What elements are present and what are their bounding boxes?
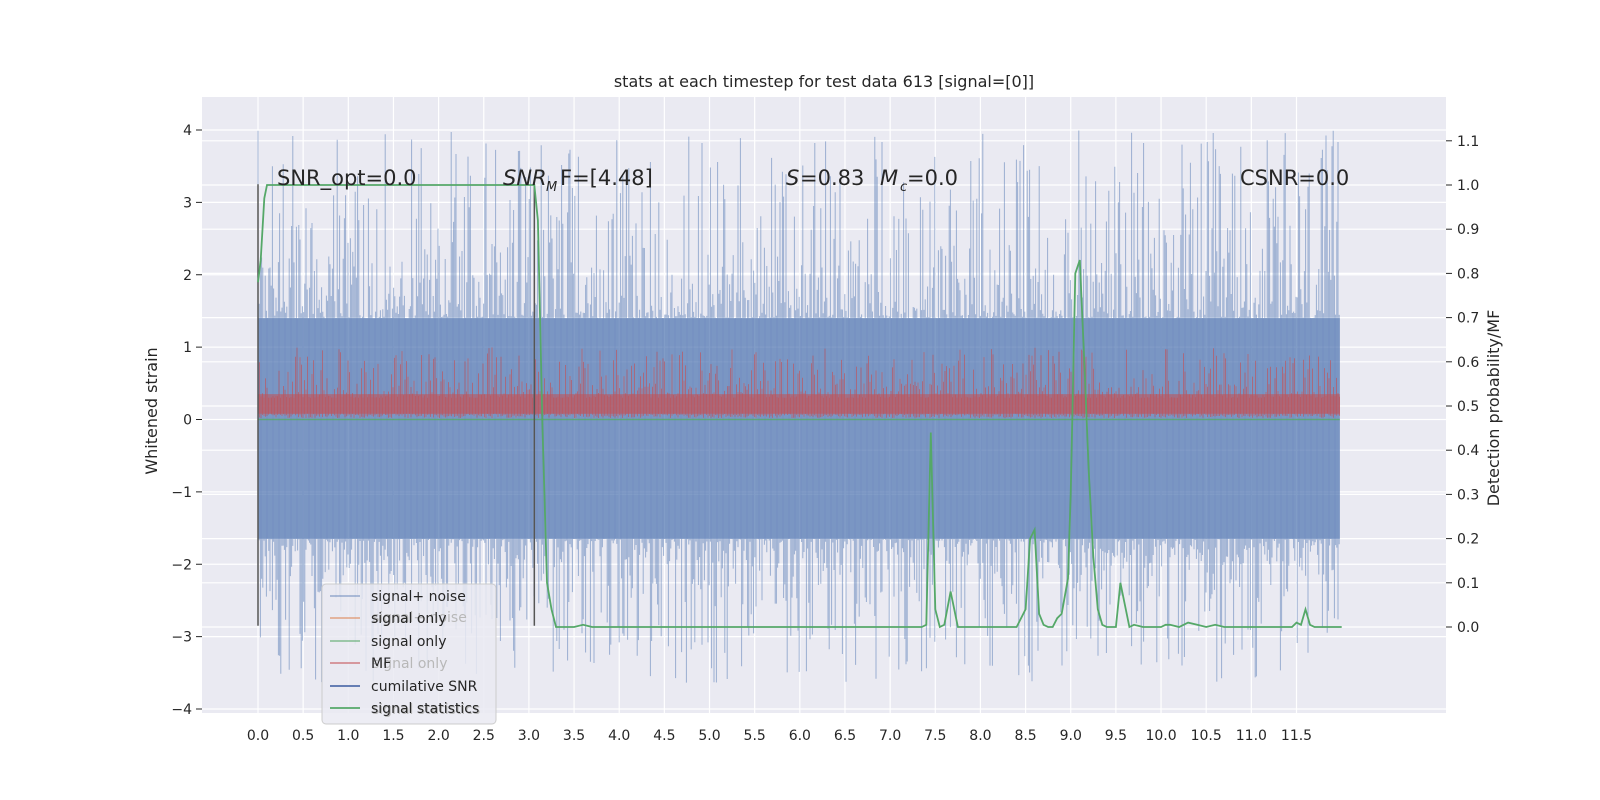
legend-label-noise: signal+ noise bbox=[371, 589, 466, 605]
legend-ghost-1: signal+ noise bbox=[372, 610, 467, 626]
x-tick-label: 2.5 bbox=[473, 728, 495, 744]
x-tick-label: 7.5 bbox=[924, 728, 946, 744]
signal-statistics-line bbox=[257, 184, 1342, 629]
right-y-tick-label: 0.6 bbox=[1457, 355, 1479, 371]
left-y-tick-label: 3 bbox=[183, 195, 192, 211]
x-tick-label: 8.5 bbox=[1014, 728, 1036, 744]
x-tick-label: 0.5 bbox=[292, 728, 314, 744]
left-y-axis-label: Whitened strain bbox=[142, 347, 161, 474]
right-y-tick-label: 0.4 bbox=[1457, 443, 1479, 459]
x-tick-label: 3.0 bbox=[518, 728, 540, 744]
x-tick-label: 10.0 bbox=[1145, 728, 1176, 744]
legend-box bbox=[321, 583, 497, 725]
left-y-tick-label: 0 bbox=[183, 413, 192, 429]
x-tick-label: 4.0 bbox=[608, 728, 630, 744]
left-y-tick-label: −2 bbox=[171, 557, 192, 573]
x-tick-label: 5.5 bbox=[744, 728, 766, 744]
left-y-axis-ticks: 4 3 2 1 0 −1 −2 −3 −4 bbox=[171, 123, 202, 718]
right-y-axis-label: Detection probability/MF bbox=[1484, 310, 1503, 507]
legend-ghost-3: signal statistics bbox=[372, 702, 480, 718]
x-tick-label: 4.5 bbox=[653, 728, 675, 744]
x-tick-label: 10.5 bbox=[1191, 728, 1222, 744]
x-tick-label: 3.5 bbox=[563, 728, 585, 744]
legend-label-csnr: cumilative SNR bbox=[371, 679, 478, 695]
left-y-tick-label: 1 bbox=[183, 340, 192, 356]
annotation-snr-mf-subscript: M bbox=[546, 180, 557, 195]
right-y-axis-ticks: 1.1 1.0 0.9 0.8 0.7 0.6 0.5 0.4 0.3 0.2 0.1 0.0 bbox=[1446, 134, 1479, 636]
chart-title: stats at each timestep for test data 613… bbox=[614, 72, 1034, 91]
x-tick-label: 1.5 bbox=[382, 728, 404, 744]
x-tick-label: 8.0 bbox=[969, 728, 991, 744]
right-y-tick-label: 0.2 bbox=[1457, 532, 1479, 548]
right-y-tick-label: 0.3 bbox=[1457, 487, 1479, 503]
right-y-tick-label: 0.0 bbox=[1457, 620, 1479, 636]
right-y-tick-label: 1.0 bbox=[1457, 178, 1479, 194]
annotation-s-label: S bbox=[786, 166, 799, 190]
right-y-tick-label: 1.1 bbox=[1457, 134, 1479, 150]
right-y-tick-label: 0.7 bbox=[1457, 311, 1479, 327]
x-tick-label: 6.5 bbox=[834, 728, 856, 744]
x-tick-label: 2.0 bbox=[427, 728, 449, 744]
annotation-s-value: =0.83 bbox=[800, 166, 864, 190]
legend-label-signal-2: signal only bbox=[371, 634, 446, 650]
annotation-mc-label: M bbox=[880, 166, 898, 190]
left-y-tick-label: −4 bbox=[171, 702, 192, 718]
right-y-tick-label: 0.5 bbox=[1457, 399, 1479, 415]
x-tick-label: 7.0 bbox=[879, 728, 901, 744]
annotation-snr-mf-value: F=[4.48] bbox=[560, 166, 653, 190]
x-tick-label: 9.5 bbox=[1105, 728, 1127, 744]
x-tick-label: 0.0 bbox=[247, 728, 269, 744]
left-y-tick-label: 2 bbox=[183, 268, 192, 284]
legend-label-stats: signal statistics bbox=[371, 701, 479, 717]
legend-ghost-2: signal only bbox=[372, 656, 447, 672]
right-y-tick-label: 0.1 bbox=[1457, 576, 1479, 592]
x-axis-ticks: 0.0 0.5 1.0 1.5 2.0 2.5 3.0 3.5 4.0 4.5 5.0 5.5 6.0 6… bbox=[247, 728, 1312, 744]
x-tick-label: 6.0 bbox=[789, 728, 811, 744]
annotation-mc-value: =0.0 bbox=[907, 166, 958, 190]
x-tick-label: 11.0 bbox=[1236, 728, 1267, 744]
annotation-csnr: CSNR=0.0 bbox=[1240, 166, 1349, 190]
legend-label-mf: MF bbox=[371, 656, 391, 672]
left-y-tick-label: 4 bbox=[183, 123, 192, 139]
legend: signal+ noise signal only signal statist… bbox=[321, 583, 497, 725]
annotation-snr-mf-label: SNR bbox=[503, 166, 547, 190]
annotation-mc-subscript: c bbox=[900, 180, 907, 195]
right-y-tick-label: 0.8 bbox=[1457, 266, 1479, 282]
x-tick-label: 9.0 bbox=[1060, 728, 1082, 744]
right-y-tick-label: 0.9 bbox=[1457, 222, 1479, 238]
series-layer bbox=[257, 130, 1342, 683]
x-tick-label: 1.0 bbox=[337, 728, 359, 744]
legend-label-signal: signal only bbox=[371, 611, 446, 627]
x-tick-label: 5.0 bbox=[698, 728, 720, 744]
left-y-tick-label: −3 bbox=[171, 630, 192, 646]
annotation-snr-opt: SNR_opt=0.0 bbox=[277, 166, 417, 191]
left-y-tick-label: −1 bbox=[171, 485, 192, 501]
x-tick-label: 11.5 bbox=[1281, 728, 1312, 744]
